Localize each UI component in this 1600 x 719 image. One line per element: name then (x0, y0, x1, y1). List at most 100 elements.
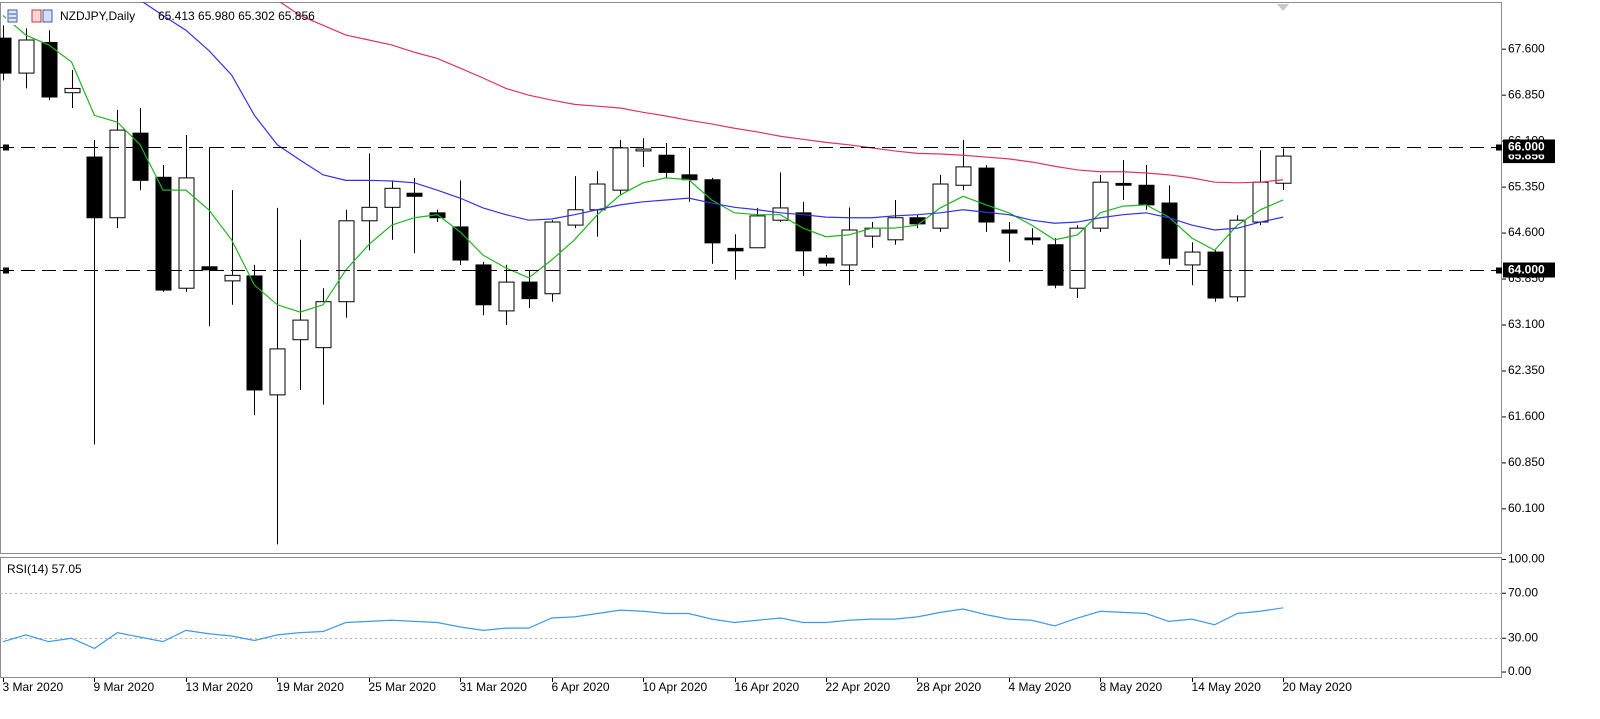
candle-body (338, 220, 355, 303)
candle-body (1229, 219, 1246, 298)
x-tick-label: 22 Apr 2020 (826, 680, 891, 694)
candle-body (1252, 181, 1269, 223)
x-tick-label: 4 May 2020 (1009, 680, 1072, 694)
candle-body (224, 274, 241, 282)
level-handle (3, 144, 9, 151)
candle-body (406, 192, 423, 197)
candle-body (887, 217, 904, 241)
candle-body (955, 166, 972, 186)
candle-body (612, 147, 629, 191)
candle-body (978, 167, 995, 223)
x-tick-label: 9 Mar 2020 (94, 680, 155, 694)
icon (31, 9, 42, 23)
candle-body (41, 41, 58, 98)
icon (42, 9, 53, 23)
candle-body (1047, 244, 1064, 286)
y-tick-label: 67.600 (1508, 41, 1545, 55)
candle-body (132, 132, 149, 181)
candle-body (932, 183, 949, 229)
candle-body (1138, 184, 1155, 206)
candle-body (1184, 251, 1201, 266)
y-tick-label: 62.350 (1508, 363, 1545, 377)
indicator-line (2, 607, 1284, 650)
axes: 60.10060.85061.60062.35063.10063.85064.6… (3, 41, 1555, 694)
rsi-panel-frame (0, 557, 1502, 678)
y-tick-label: 30.00 (1508, 630, 1538, 644)
x-tick-label: 10 Apr 2020 (643, 680, 708, 694)
indicator-line (141, 2, 1284, 231)
indicator-line (2, 15, 1284, 313)
rsi-plot (0, 593, 1502, 650)
candle-body (635, 148, 652, 152)
x-tick-label: 8 May 2020 (1100, 680, 1163, 694)
candle-body (909, 217, 926, 225)
candle-body (1275, 155, 1292, 184)
x-tick-label: 25 Mar 2020 (369, 680, 437, 694)
x-tick-label: 6 Apr 2020 (552, 680, 610, 694)
x-tick-label: 3 Mar 2020 (3, 680, 64, 694)
y-tick-label: 63.100 (1508, 317, 1545, 331)
shift-marker (1277, 4, 1289, 11)
candle-body (475, 264, 492, 306)
y-tick-label: 60.100 (1508, 501, 1545, 515)
candle-body (361, 206, 378, 222)
level-handle (1496, 144, 1502, 151)
x-tick-label: 14 May 2020 (1192, 680, 1262, 694)
ohlc-readout: 65.413 65.980 65.302 65.856 (158, 9, 315, 23)
level-handle (3, 267, 9, 274)
candle-body (315, 301, 332, 349)
candle-body (841, 229, 858, 266)
candle-body (86, 156, 103, 219)
chart-title: NZDJPY,Daily (60, 9, 135, 23)
candle-body (292, 319, 309, 341)
x-tick-label: 13 Mar 2020 (186, 680, 254, 694)
candle-body (818, 257, 835, 264)
y-tick-label: 0.00 (1508, 664, 1532, 678)
x-tick-label: 16 Apr 2020 (735, 680, 800, 694)
candle-body (544, 221, 561, 295)
main-panel-frame (0, 2, 1502, 554)
candle-body (1092, 181, 1109, 229)
level-label: 66.000 (1508, 140, 1545, 154)
candle-body (64, 87, 81, 94)
candle-body (1024, 237, 1041, 241)
x-tick-label: 28 Apr 2020 (917, 680, 982, 694)
candle-body (658, 154, 675, 173)
level-handle (1496, 267, 1502, 274)
y-tick-label: 65.350 (1508, 179, 1545, 193)
candle-body (589, 183, 606, 211)
candle-body (521, 281, 538, 300)
candle-body (1161, 202, 1178, 259)
y-tick-label: 100.00 (1508, 552, 1545, 566)
candle-body (155, 176, 172, 291)
level-box (1503, 262, 1555, 278)
candle-body (704, 179, 721, 244)
x-tick-label: 20 May 2020 (1283, 680, 1353, 694)
candle-body (1069, 227, 1086, 289)
header: NZDJPY,Daily 65.413 65.980 65.302 65.856… (6, 4, 1289, 576)
candle-body (18, 39, 35, 74)
indicator-line (278, 2, 1284, 184)
candle-body (178, 177, 195, 289)
y-tick-label: 64.600 (1508, 225, 1545, 239)
y-tick-label: 61.600 (1508, 409, 1545, 423)
icon (7, 9, 18, 23)
candle-body (1115, 182, 1132, 186)
candle-body (727, 247, 744, 252)
candle-body (567, 209, 584, 226)
x-tick-label: 31 Mar 2020 (460, 680, 528, 694)
level-box (1503, 139, 1555, 155)
candle-body (749, 215, 766, 249)
y-tick-label: 66.850 (1508, 87, 1545, 101)
x-tick-label: 19 Mar 2020 (277, 680, 345, 694)
candle-body (269, 348, 286, 396)
y-tick-label: 60.850 (1508, 455, 1545, 469)
candle-body (201, 266, 218, 271)
main-plot (0, 2, 1502, 545)
candle-body (109, 129, 126, 219)
candle-body (498, 281, 515, 312)
candle-body (246, 275, 263, 391)
